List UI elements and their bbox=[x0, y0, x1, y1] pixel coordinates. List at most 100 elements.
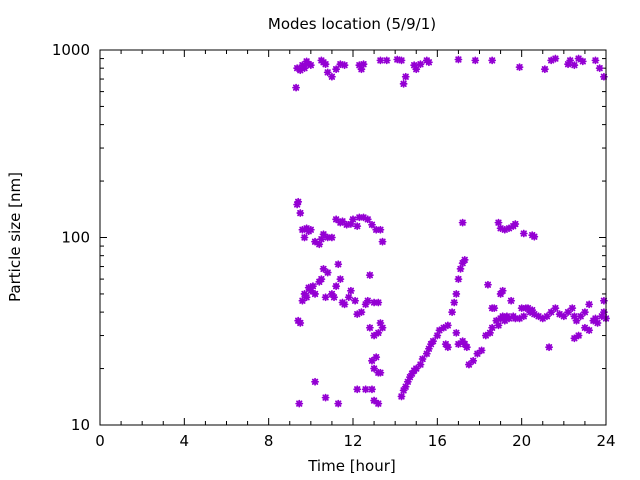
x-tick-label: 24 bbox=[596, 432, 615, 450]
data-point bbox=[351, 296, 360, 305]
data-point bbox=[412, 65, 421, 74]
data-point bbox=[365, 323, 374, 332]
data-point bbox=[585, 300, 594, 309]
data-point bbox=[353, 222, 362, 231]
data-point bbox=[321, 293, 330, 302]
data-point bbox=[591, 56, 600, 65]
data-point bbox=[490, 304, 499, 313]
data-point bbox=[460, 255, 469, 264]
data-point bbox=[376, 56, 385, 65]
data-point bbox=[393, 55, 402, 64]
data-point bbox=[488, 56, 497, 65]
data-point bbox=[433, 331, 442, 340]
data-point bbox=[374, 399, 383, 408]
data-point bbox=[292, 83, 300, 92]
data-point bbox=[448, 308, 456, 317]
data-point bbox=[498, 286, 507, 295]
x-tick-label: 0 bbox=[95, 432, 105, 450]
data-point bbox=[572, 316, 581, 325]
data-point bbox=[519, 229, 528, 238]
data-point bbox=[416, 60, 425, 69]
data-point bbox=[545, 343, 553, 352]
data-points bbox=[292, 54, 610, 408]
data-point bbox=[321, 393, 330, 402]
data-point bbox=[458, 218, 467, 227]
data-point bbox=[399, 79, 408, 88]
data-point bbox=[300, 233, 309, 242]
data-point bbox=[530, 232, 539, 241]
y-axis-label: Particle size [nm] bbox=[6, 172, 24, 302]
data-point bbox=[311, 377, 319, 386]
data-point bbox=[452, 290, 461, 298]
data-point bbox=[317, 275, 326, 283]
data-point bbox=[349, 215, 357, 224]
data-point bbox=[551, 54, 560, 63]
data-point bbox=[328, 233, 336, 242]
data-point bbox=[456, 265, 465, 273]
data-point bbox=[378, 323, 387, 332]
data-point bbox=[378, 237, 387, 246]
data-point bbox=[357, 308, 366, 317]
data-point bbox=[376, 368, 385, 377]
data-point bbox=[370, 331, 378, 340]
data-point bbox=[372, 353, 381, 362]
data-point bbox=[443, 321, 452, 330]
data-point bbox=[300, 64, 309, 73]
data-point bbox=[330, 293, 338, 302]
data-point bbox=[450, 298, 459, 307]
data-point bbox=[570, 61, 579, 70]
data-point bbox=[319, 265, 328, 273]
data-point bbox=[323, 268, 332, 277]
data-point bbox=[416, 360, 425, 369]
data-point bbox=[309, 282, 317, 291]
data-point bbox=[306, 225, 315, 234]
y-tick-label: 100 bbox=[61, 229, 90, 247]
x-tick-label: 20 bbox=[512, 432, 531, 450]
data-point bbox=[374, 328, 383, 337]
data-point bbox=[454, 55, 463, 64]
data-point bbox=[368, 385, 376, 394]
y-tick-label: 1000 bbox=[52, 41, 90, 59]
data-point bbox=[365, 271, 374, 280]
data-point bbox=[376, 225, 385, 234]
data-point bbox=[353, 385, 362, 394]
data-point bbox=[302, 293, 311, 302]
data-point bbox=[547, 308, 556, 317]
data-point bbox=[484, 280, 492, 289]
data-point bbox=[397, 392, 406, 401]
y-tick-label: 10 bbox=[71, 416, 90, 434]
data-point bbox=[559, 312, 568, 321]
data-point bbox=[332, 65, 341, 74]
data-point bbox=[363, 296, 372, 305]
data-point bbox=[443, 343, 452, 352]
x-tick-label: 16 bbox=[428, 432, 447, 450]
data-point bbox=[435, 326, 444, 335]
data-point bbox=[359, 60, 368, 69]
data-point bbox=[296, 319, 305, 327]
data-point bbox=[306, 61, 315, 70]
x-axis-label: Time [hour] bbox=[307, 457, 396, 475]
data-point bbox=[382, 56, 391, 65]
data-point bbox=[422, 349, 431, 358]
data-point bbox=[334, 399, 343, 408]
data-point bbox=[311, 290, 319, 298]
data-point bbox=[418, 355, 427, 363]
plot-frame bbox=[99, 49, 607, 426]
data-point bbox=[511, 220, 520, 228]
data-point bbox=[585, 326, 594, 335]
data-point bbox=[578, 57, 587, 66]
data-point bbox=[574, 331, 583, 340]
data-point bbox=[401, 72, 410, 81]
data-point bbox=[593, 319, 602, 327]
data-point bbox=[363, 215, 372, 224]
data-point bbox=[334, 260, 343, 269]
data-point bbox=[361, 385, 370, 394]
data-point bbox=[368, 220, 376, 229]
data-point bbox=[298, 296, 307, 305]
data-point bbox=[469, 356, 478, 365]
data-point bbox=[340, 300, 349, 309]
data-point bbox=[519, 312, 528, 321]
data-point bbox=[540, 65, 549, 74]
data-point bbox=[332, 282, 341, 291]
data-point bbox=[454, 275, 463, 283]
